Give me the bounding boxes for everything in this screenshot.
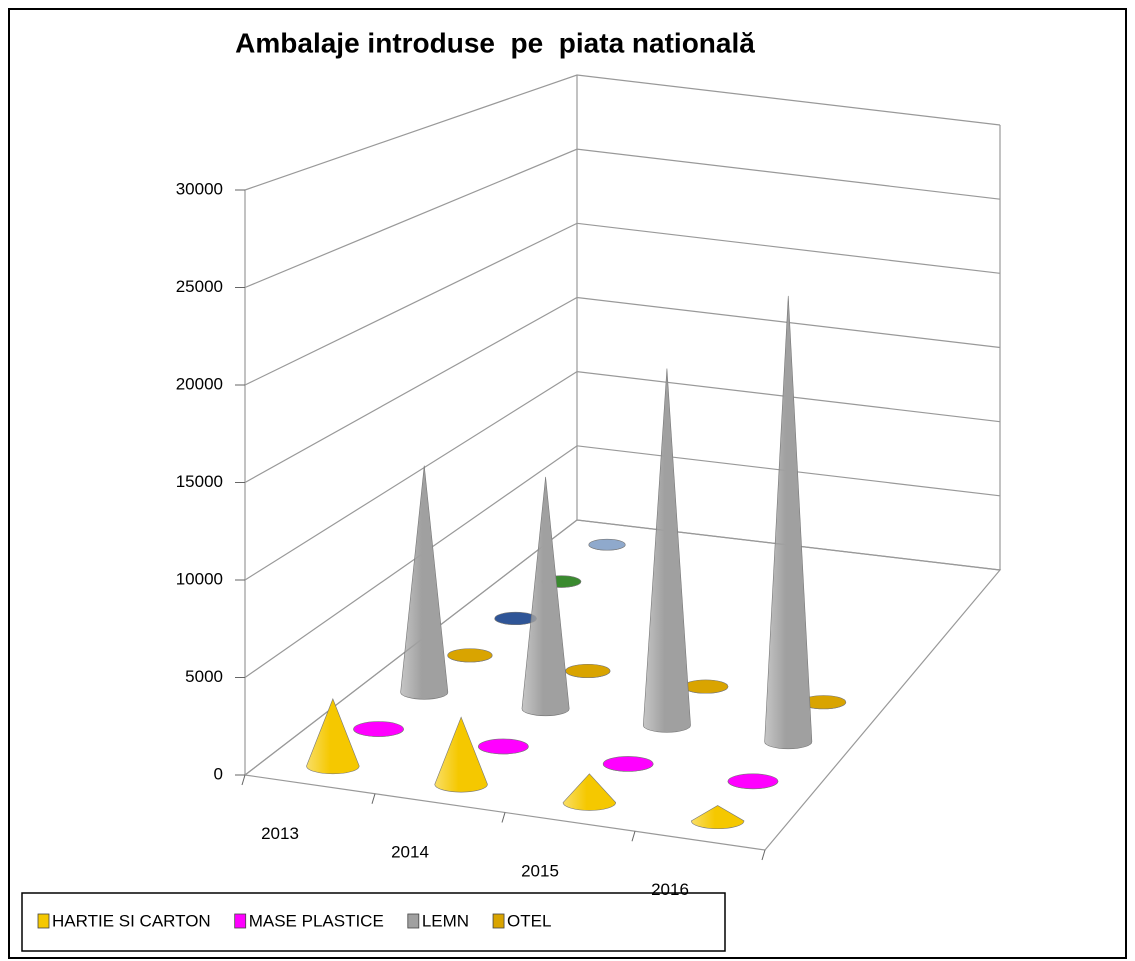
x-tick-label: 2014 [391,843,429,862]
grid-line [244,74,1001,191]
legend-label: LEMN [422,911,469,930]
cone-body [764,295,813,750]
cone-base [683,679,729,694]
cone [691,805,745,830]
chart-title: Ambalaje introduse pe piata natională [235,27,755,58]
cone-base [494,611,537,626]
cone-body [562,773,617,811]
x-tick [241,774,246,786]
cone-base [565,663,611,678]
cone-body [642,368,691,733]
legend-swatch [492,913,505,929]
y-tick-label: 5000 [185,667,223,686]
cone [306,698,360,775]
cone [764,295,813,750]
legend-swatch [234,913,247,929]
legend-label: MASE PLASTICE [249,911,384,930]
cone-body [691,805,745,830]
cone-body [400,465,449,700]
y-tick-label: 30000 [176,179,223,198]
x-tick [631,831,636,842]
cone [434,716,488,793]
cone [565,663,611,678]
y-tick-label: 25000 [176,277,223,296]
legend-box [21,892,726,952]
cone [683,679,729,694]
cone [494,611,537,626]
cone-body [521,476,570,717]
legend-label: OTEL [507,911,551,930]
grid-line [244,371,1001,581]
cone-base [602,756,654,772]
y-tick-label: 15000 [176,472,223,491]
y-tick-label: 10000 [176,569,223,588]
cone [400,465,449,700]
cone [588,538,626,551]
cone [602,756,654,772]
cone [478,738,529,755]
grid-line [244,222,1001,386]
x-tick [371,793,376,804]
x-tick-label: 2016 [651,880,689,899]
grid-line [244,445,1001,678]
cone-base [447,648,493,663]
cone-base [727,773,779,790]
cone-base [478,738,529,755]
legend-swatch [407,913,420,929]
cone [353,721,404,737]
cone [800,695,847,710]
grid-line [244,296,1001,484]
x-tick [501,812,506,823]
cone [447,648,493,663]
y-tick-label: 20000 [176,374,223,393]
cone-body [306,698,360,775]
grid-line [244,519,1001,776]
x-tick-label: 2013 [261,824,299,843]
legend-label: HARTIE SI CARTON [52,911,211,930]
y-tick-label: 0 [214,764,223,783]
cone [727,773,779,790]
legend-swatch [37,913,50,929]
cone [521,476,570,717]
x-tick [761,849,766,861]
x-tick-label: 2015 [521,861,559,880]
cone-base [588,538,626,551]
grid-line [244,148,1001,289]
cone-base [353,721,404,737]
cone [642,368,691,733]
cone [562,773,617,811]
cone-body [434,716,488,793]
